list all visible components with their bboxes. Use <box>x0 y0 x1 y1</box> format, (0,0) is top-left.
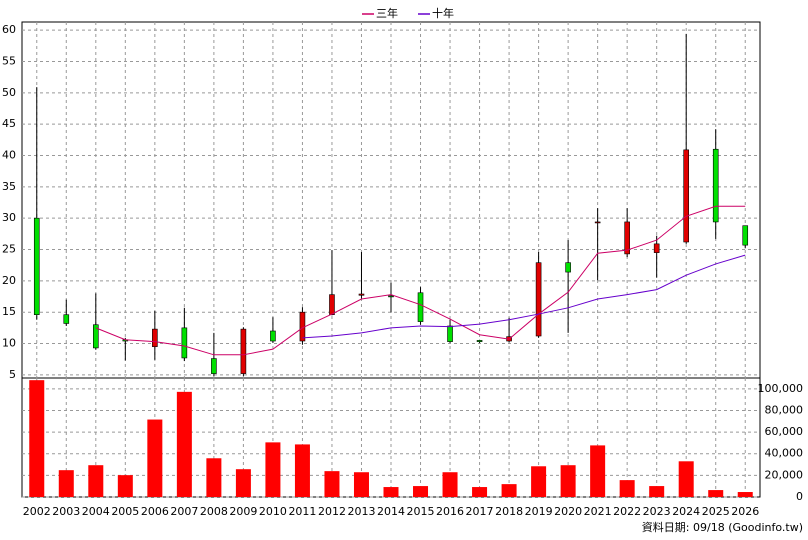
candle-body <box>447 325 453 342</box>
x-tick-label: 2004 <box>82 505 110 518</box>
y-tick-label: 25 <box>2 243 16 256</box>
legend-label: 三年 <box>376 6 398 20</box>
x-tick-label: 2007 <box>170 505 198 518</box>
candle-body <box>535 262 542 337</box>
y2-tick-label: 20,000 <box>765 468 804 481</box>
volume-bar <box>531 466 547 497</box>
volume-bar <box>619 480 635 497</box>
volume-bar <box>58 470 74 497</box>
x-tick-label: 2023 <box>643 505 671 518</box>
x-tick-label: 2026 <box>731 505 759 518</box>
candle-body <box>742 225 749 246</box>
x-tick-label: 2006 <box>141 505 169 518</box>
legend-label: 十年 <box>432 6 454 20</box>
y-tick-label: 15 <box>2 305 16 318</box>
candle-body <box>211 358 217 374</box>
volume-bar <box>206 458 222 497</box>
volume-bar <box>117 475 133 497</box>
candle-body <box>63 314 70 324</box>
candle-body <box>417 292 424 322</box>
candle-body <box>565 262 571 273</box>
y2-tick-label: 60,000 <box>765 425 804 438</box>
ma-line <box>95 205 746 356</box>
x-tick-label: 2013 <box>347 505 375 518</box>
candle-body <box>712 148 719 223</box>
y-tick-label: 45 <box>2 117 16 130</box>
x-tick-label: 2021 <box>584 505 612 518</box>
x-tick-label: 2017 <box>466 505 494 518</box>
volume-bar <box>678 461 694 497</box>
x-tick-label: 2010 <box>259 505 287 518</box>
x-tick-label: 2022 <box>613 505 641 518</box>
candle-body <box>33 217 40 315</box>
y-tick-label: 35 <box>2 180 16 193</box>
volume-bar <box>324 471 340 497</box>
x-tick-label: 2014 <box>377 505 405 518</box>
y2-tick-label: 80,000 <box>765 403 804 416</box>
candle-body <box>181 327 188 359</box>
volume-bar <box>590 445 606 497</box>
y-tick-label: 10 <box>2 337 16 350</box>
y-tick-label: 55 <box>2 54 16 67</box>
y2-tick-label: 0 <box>796 490 803 503</box>
y-tick-label: 60 <box>2 23 16 36</box>
candle-body <box>624 221 630 255</box>
volume-bar <box>29 380 45 497</box>
candle-body <box>594 221 601 224</box>
x-tick-label: 2024 <box>672 505 700 518</box>
volume-bar <box>383 487 399 497</box>
volume-bar <box>472 487 488 497</box>
volume-bar <box>737 492 753 497</box>
y2-tick-label: 100,000 <box>758 382 804 395</box>
y-tick-label: 50 <box>2 86 16 99</box>
candle-body <box>653 243 660 253</box>
y-tick-label: 30 <box>2 211 16 224</box>
volume-bar <box>265 442 281 497</box>
volume-bar <box>294 444 310 497</box>
candle-body <box>329 294 335 315</box>
x-tick-label: 2005 <box>111 505 139 518</box>
footnote: 資料日期: 09/18 (Goodinfo.tw) <box>642 520 803 534</box>
candle-body <box>683 149 690 243</box>
x-tick-label: 2009 <box>229 505 257 518</box>
volume-bar <box>176 391 192 497</box>
volume-bar <box>147 419 163 497</box>
volume-bar <box>353 472 369 497</box>
candle-body <box>270 330 276 342</box>
volume-bar <box>560 465 576 497</box>
volume-bar <box>649 486 665 497</box>
x-tick-label: 2003 <box>52 505 80 518</box>
volume-bar <box>88 465 104 497</box>
x-tick-label: 2019 <box>525 505 553 518</box>
volume-bar <box>501 484 517 497</box>
x-tick-label: 2018 <box>495 505 523 518</box>
volume-bar <box>413 486 429 497</box>
y-tick-label: 20 <box>2 274 16 287</box>
x-tick-label: 2008 <box>200 505 228 518</box>
candle-body <box>152 328 158 347</box>
x-tick-label: 2020 <box>554 505 582 518</box>
x-tick-label: 2012 <box>318 505 346 518</box>
y2-tick-label: 40,000 <box>765 447 804 460</box>
volume-bar <box>708 490 724 497</box>
candle-body <box>358 293 365 296</box>
volume-bar <box>442 472 458 497</box>
y-tick-label: 40 <box>2 149 16 162</box>
x-tick-label: 2011 <box>288 505 316 518</box>
candle-body <box>93 324 99 349</box>
ma-line <box>302 254 746 339</box>
x-tick-label: 2025 <box>702 505 730 518</box>
x-tick-label: 2015 <box>407 505 435 518</box>
x-tick-label: 2002 <box>23 505 51 518</box>
volume-bar <box>235 469 251 497</box>
candle-body <box>476 340 483 342</box>
candle-body <box>388 295 394 298</box>
x-tick-label: 2016 <box>436 505 464 518</box>
y-tick-label: 5 <box>9 368 16 381</box>
candle-body <box>240 328 247 374</box>
